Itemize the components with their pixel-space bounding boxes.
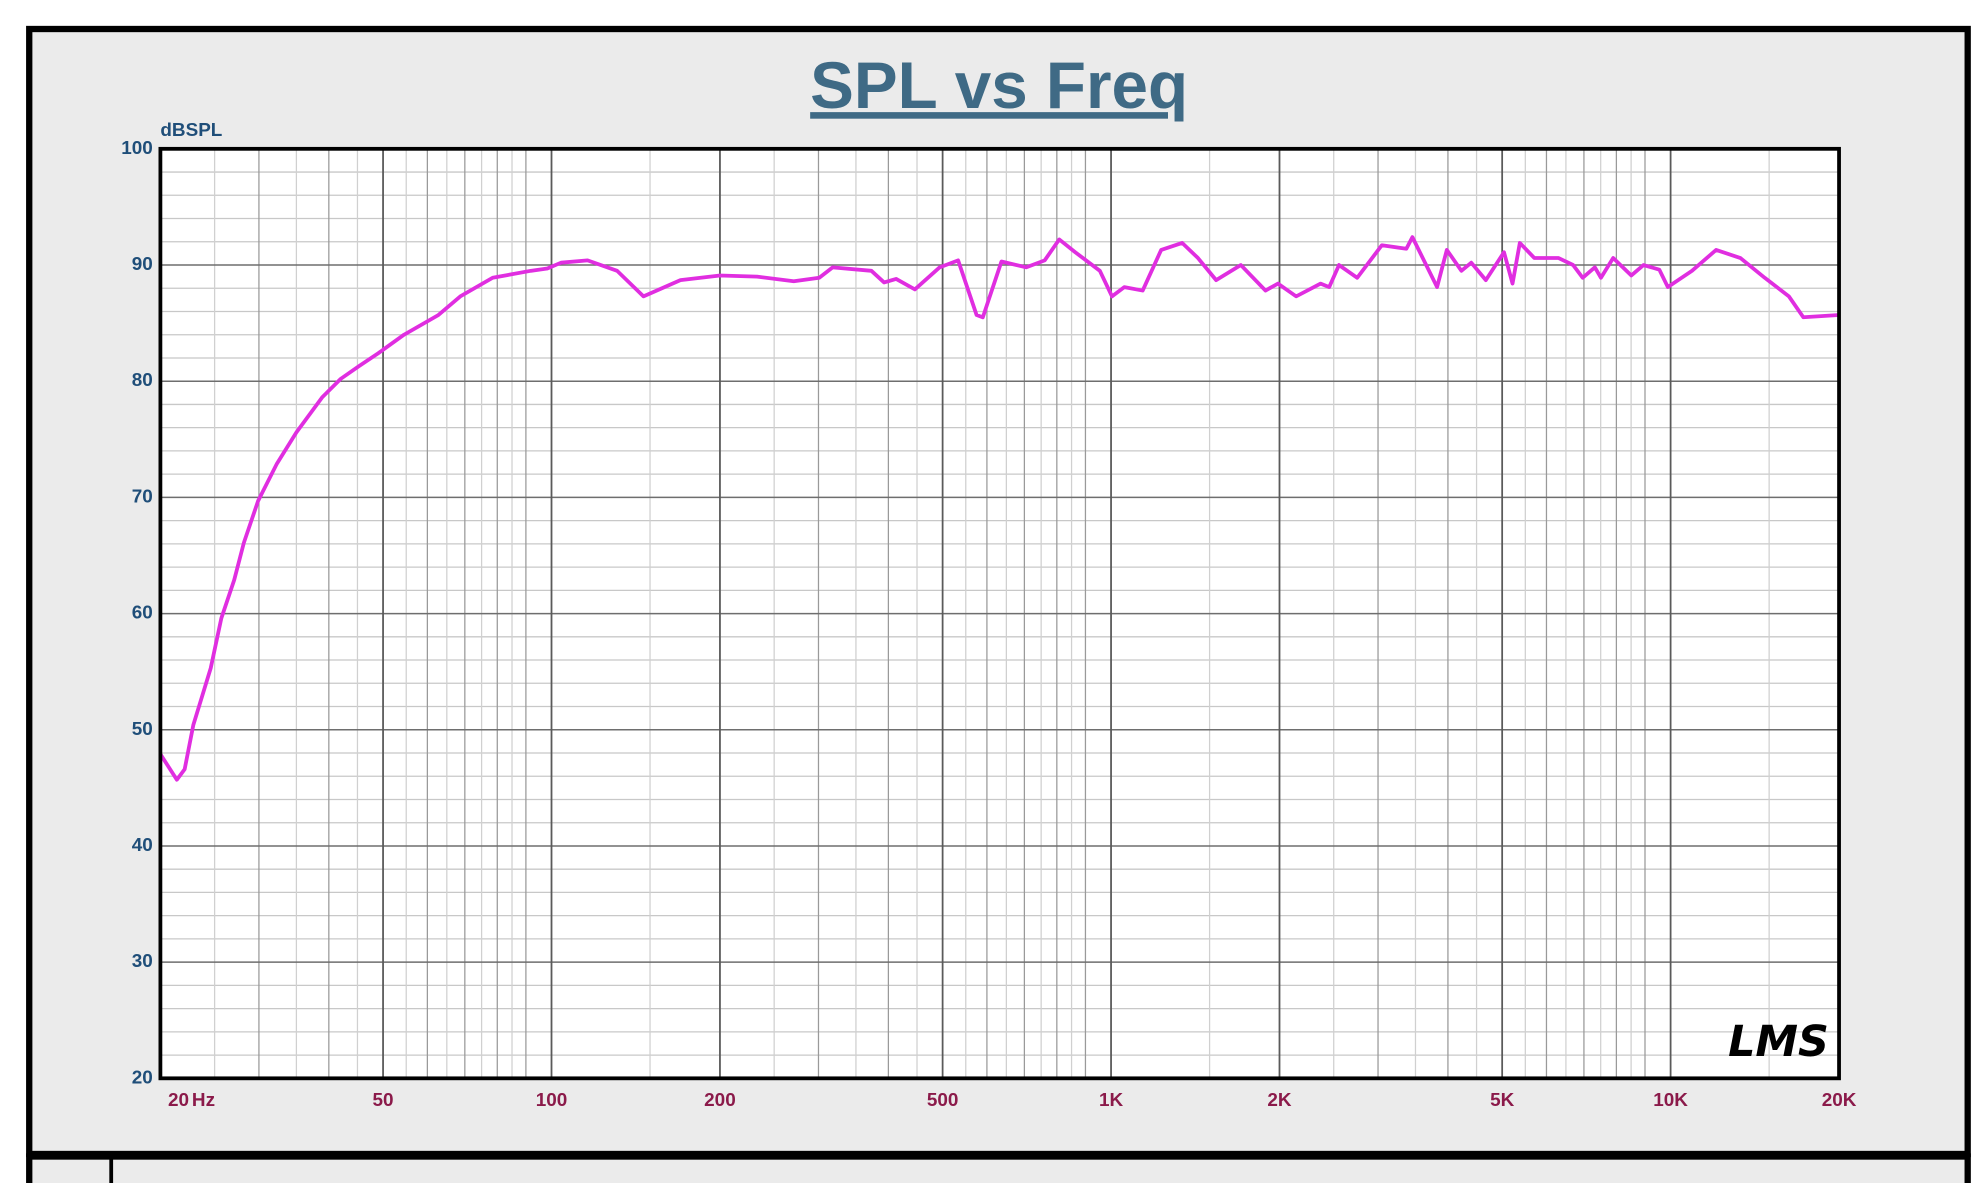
y-tick-label: 90: [132, 254, 153, 275]
series-line: [158, 235, 1840, 782]
x-tick-label: 20K: [1822, 1090, 1857, 1111]
x-tick-label: 200: [704, 1090, 736, 1111]
y-tick-label: 30: [132, 951, 153, 972]
x-tick-label: 1K: [1099, 1090, 1124, 1111]
y-tick-label: 40: [132, 835, 153, 856]
x-tick-label: 5K: [1490, 1090, 1515, 1111]
chart-title: SPL vs Freq: [810, 49, 1188, 122]
x-axis-label: Hz: [192, 1090, 215, 1111]
x-tick-label: 500: [927, 1090, 959, 1111]
x-tick-label: 100: [536, 1090, 568, 1111]
y-tick-label: 80: [132, 370, 153, 391]
x-tick-label: 10K: [1653, 1090, 1688, 1111]
y-axis-label: dBSPL: [160, 120, 222, 141]
y-tick-label: 70: [132, 486, 153, 507]
x-tick-label: 2K: [1267, 1090, 1292, 1111]
x-tick-label: 20: [168, 1090, 189, 1111]
y-tick-label: 50: [132, 719, 153, 740]
x-tick-label: 50: [373, 1090, 394, 1111]
lower-panel: [26, 1153, 1971, 1183]
grid: [159, 148, 1840, 1080]
y-tick-label: 100: [121, 138, 153, 159]
plot-border: [158, 146, 1841, 1081]
logo: LMS: [1728, 1017, 1829, 1067]
y-tick-label: 60: [132, 603, 153, 624]
y-tick-label: 20: [132, 1067, 153, 1088]
marks: [158, 235, 1840, 782]
